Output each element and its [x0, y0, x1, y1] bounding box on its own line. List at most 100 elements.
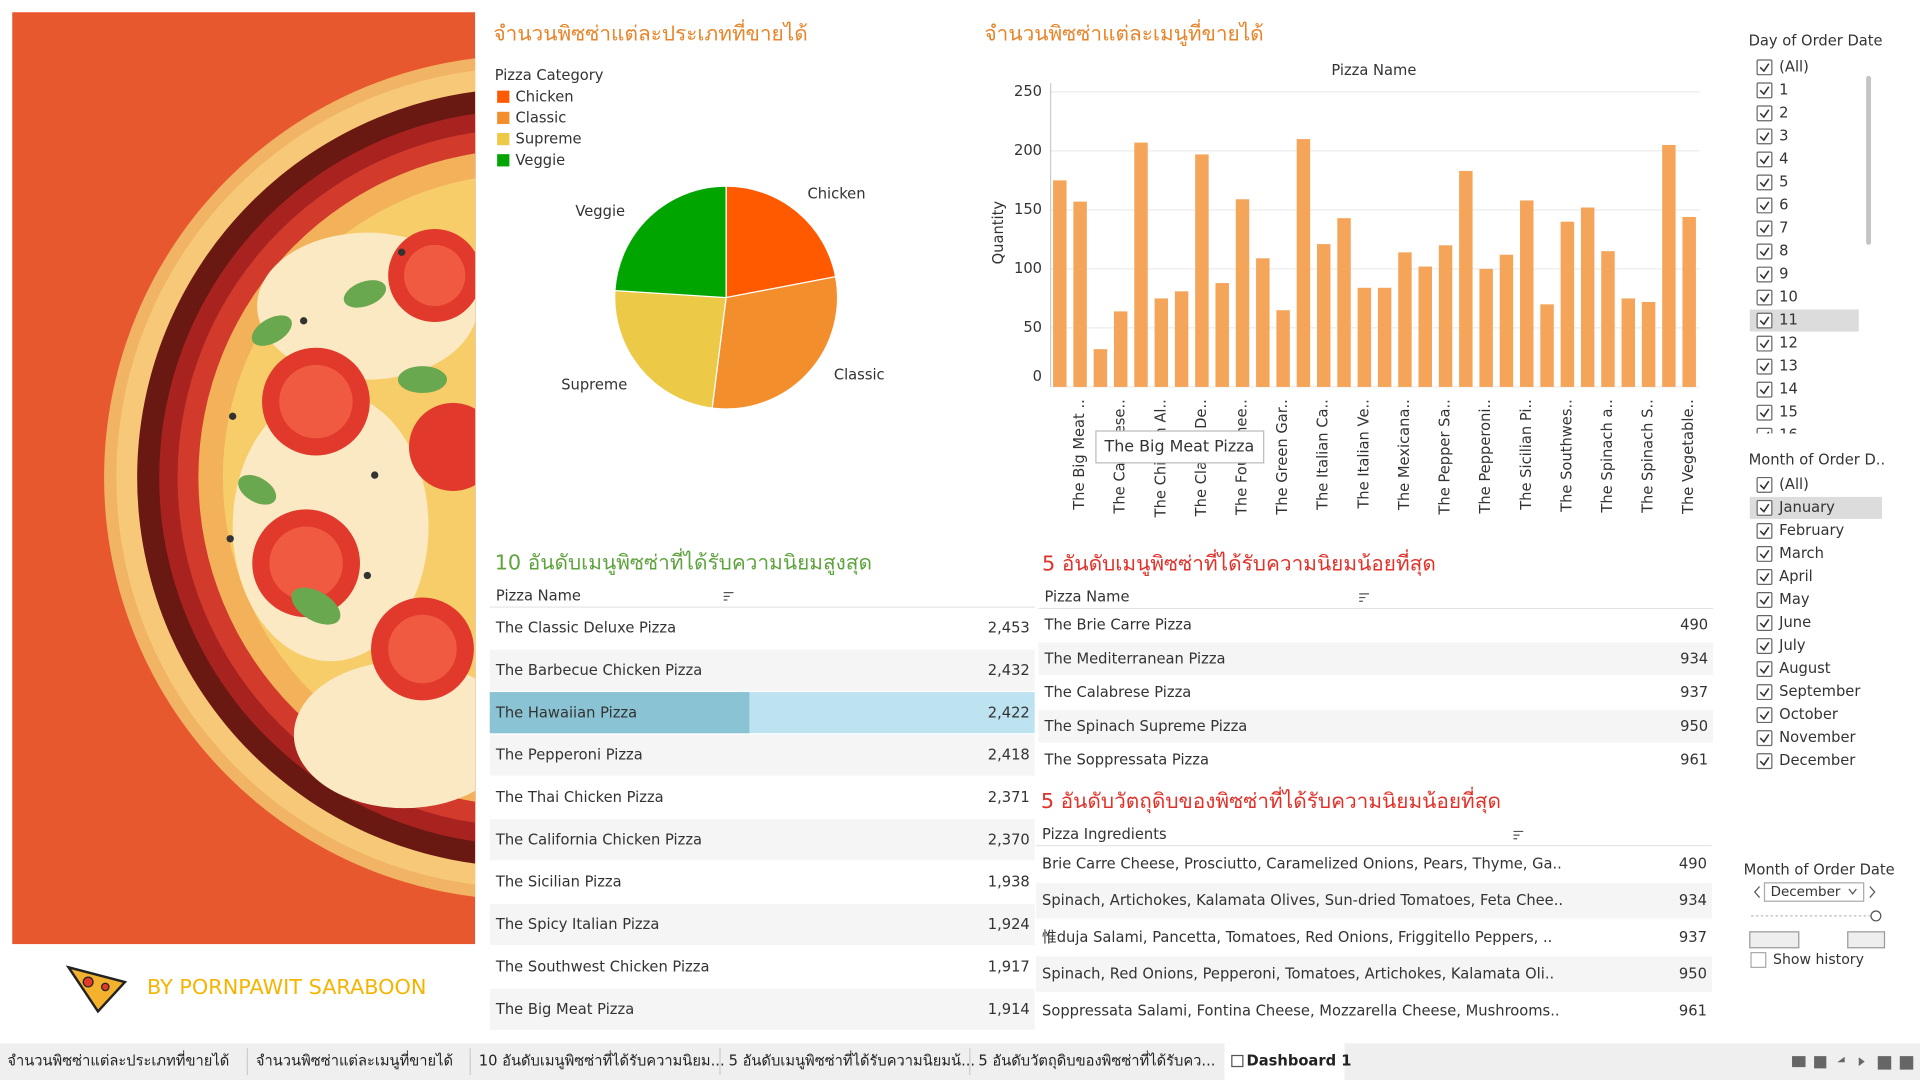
table-row[interactable] [489, 903, 1035, 946]
filter-item[interactable]: 10 [1779, 289, 1798, 306]
filter-item[interactable]: 6 [1779, 196, 1788, 213]
tab[interactable]: 5 อันดับวัตถุดิบของพิซซ่าที่ได้รับคว... [978, 1051, 1215, 1070]
table-row[interactable] [1038, 743, 1714, 777]
checkbox[interactable] [1756, 197, 1773, 214]
table-row[interactable] [1038, 709, 1714, 743]
table-row[interactable] [489, 861, 1035, 903]
scrollbar[interactable] [1866, 75, 1872, 245]
sort-icon[interactable] [723, 592, 734, 601]
tab[interactable]: 5 อันดับเมนูพิซซ่าที่ได้รับความนิยมน้... [729, 1051, 976, 1070]
filter-item[interactable]: 14 [1779, 381, 1798, 398]
checkbox[interactable] [1756, 105, 1773, 122]
checkbox[interactable] [1756, 730, 1773, 747]
filter-item[interactable]: 8 [1779, 243, 1788, 260]
filter-item[interactable]: 7 [1779, 219, 1788, 236]
checkbox[interactable] [1756, 684, 1773, 701]
checkbox[interactable] [1756, 753, 1773, 770]
nav-controls[interactable] [1792, 1056, 1914, 1070]
checkbox[interactable] [1756, 151, 1773, 168]
arrows[interactable] [1753, 886, 1876, 898]
playback[interactable] [1749, 931, 1800, 949]
table-row[interactable] [489, 946, 1035, 988]
filter-item[interactable]: April [1779, 568, 1813, 585]
filter-item[interactable]: October [1779, 706, 1839, 723]
filter-item[interactable]: (All) [1779, 476, 1809, 493]
filter-item[interactable]: December [1779, 752, 1856, 769]
checkbox[interactable] [1756, 358, 1773, 375]
checkbox[interactable] [1756, 427, 1773, 443]
filter-item[interactable]: (All) [1779, 58, 1809, 75]
checkbox[interactable] [1756, 569, 1773, 585]
filter-item[interactable]: 5 [1779, 173, 1788, 190]
tab[interactable]: Dashboard 1 [1247, 1053, 1352, 1070]
table-row[interactable] [489, 988, 1035, 1030]
filter-item[interactable]: 4 [1779, 150, 1788, 167]
checkbox[interactable] [1756, 638, 1773, 654]
filter-item[interactable]: January [1778, 499, 1835, 516]
filter-item[interactable]: 16 [1779, 427, 1798, 444]
checkbox[interactable] [1756, 266, 1773, 283]
view-buttons[interactable] [1847, 931, 1886, 949]
checkbox[interactable] [1756, 174, 1773, 191]
filter-item[interactable]: 11 [1779, 312, 1798, 329]
checkbox[interactable] [1756, 615, 1773, 631]
filter-item[interactable]: August [1779, 660, 1831, 677]
checkbox[interactable] [1756, 707, 1773, 724]
table-row[interactable] [489, 649, 1035, 691]
pie-title: จำนวนพิซซ่าแต่ละประเภทที่ขายได้ [493, 19, 807, 45]
tab-icon [1231, 1054, 1244, 1068]
sort-icon[interactable] [1513, 830, 1524, 840]
table-row[interactable] [1035, 882, 1712, 919]
filter-item[interactable]: February [1779, 522, 1844, 539]
checkbox[interactable] [1756, 335, 1773, 352]
table-row[interactable] [1038, 642, 1714, 675]
filter-item[interactable]: 9 [1779, 266, 1788, 283]
table-row[interactable] [489, 734, 1035, 776]
checkbox[interactable] [1756, 312, 1773, 329]
dropdown[interactable] [1763, 882, 1865, 902]
filter-item[interactable]: March [1779, 545, 1824, 562]
sort-icon[interactable] [1359, 593, 1369, 602]
table-row[interactable] [1035, 846, 1712, 882]
history-label[interactable]: Show history [1773, 952, 1864, 968]
checkbox[interactable] [1756, 128, 1773, 145]
checkbox[interactable] [1756, 522, 1773, 539]
filter-item[interactable]: May [1779, 591, 1810, 608]
filter-item[interactable]: 15 [1779, 404, 1798, 421]
checkbox[interactable] [1756, 243, 1773, 260]
checkbox[interactable] [1756, 661, 1773, 678]
filter-item[interactable]: November [1779, 729, 1856, 746]
slider-handle[interactable] [1870, 910, 1882, 922]
table-row[interactable] [1038, 608, 1714, 642]
checkbox[interactable] [1756, 545, 1773, 562]
checkbox[interactable] [1756, 404, 1773, 421]
history-checkbox[interactable] [1750, 952, 1767, 968]
checkbox[interactable] [1756, 476, 1773, 493]
table-row[interactable] [1035, 956, 1712, 992]
table-row[interactable] [1035, 919, 1712, 956]
filter-item[interactable]: 13 [1779, 358, 1798, 375]
filter-item[interactable]: 12 [1779, 335, 1798, 352]
row-value: 934 [1680, 650, 1708, 667]
checkbox[interactable] [1756, 220, 1773, 237]
filter-item[interactable]: 3 [1779, 127, 1788, 144]
tab[interactable]: 10 อันดับเมนูพิซซ่าที่ได้รับความนิยม... [479, 1051, 725, 1070]
checkbox[interactable] [1756, 289, 1773, 306]
filter-item[interactable]: 1 [1779, 81, 1788, 98]
checkbox[interactable] [1756, 82, 1773, 99]
table-row[interactable] [1038, 676, 1714, 709]
checkbox[interactable] [1756, 499, 1773, 516]
checkbox[interactable] [1756, 592, 1773, 608]
table-row[interactable] [489, 819, 1035, 861]
filter-item[interactable]: September [1779, 683, 1861, 700]
tab[interactable]: จำนวนพิซซ่าแต่ละประเภทที่ขายได้ [7, 1051, 229, 1070]
checkbox[interactable] [1756, 59, 1773, 76]
filter-item[interactable]: 2 [1779, 104, 1788, 121]
table-row[interactable] [1035, 993, 1712, 1029]
checkbox[interactable] [1756, 381, 1773, 398]
filter-item[interactable]: July [1778, 637, 1806, 654]
table-row[interactable] [489, 776, 1035, 818]
tab[interactable]: จำนวนพิซซ่าแต่ละเมนูที่ขายได้ [256, 1051, 453, 1070]
table-row[interactable] [489, 607, 1035, 649]
filter-item[interactable]: June [1778, 614, 1811, 631]
